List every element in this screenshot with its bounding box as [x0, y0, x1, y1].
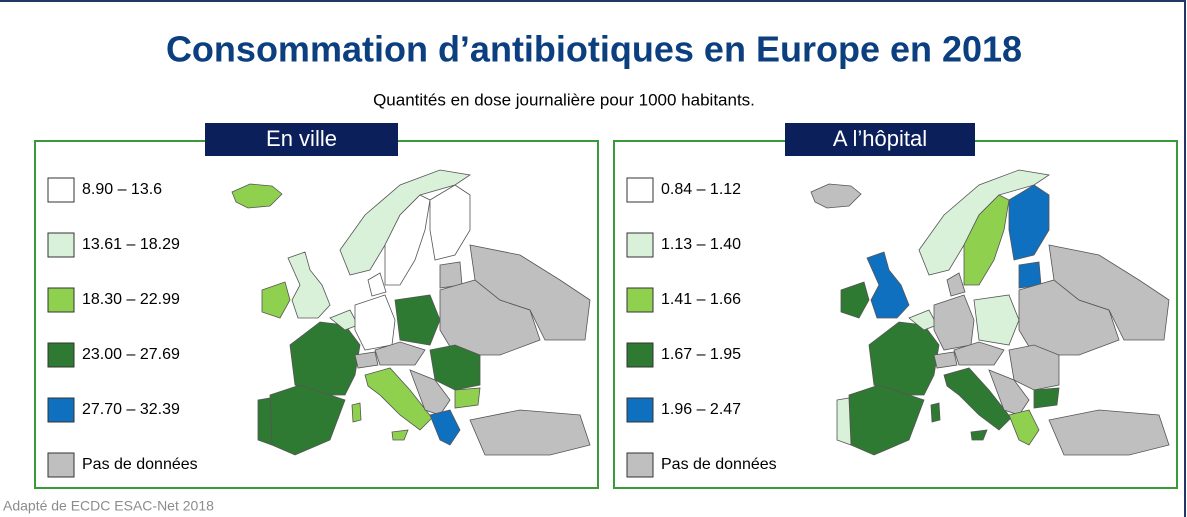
legend-label: 1.13 – 1.40 [661, 236, 741, 253]
country [287, 251, 331, 319]
country [469, 244, 591, 341]
country [269, 384, 346, 456]
country [988, 369, 1030, 416]
legend-swatch [47, 342, 75, 368]
country [394, 294, 441, 346]
country [367, 272, 387, 297]
country [953, 341, 1005, 366]
legend-label: 27.70 – 32.39 [82, 401, 180, 418]
country [257, 397, 273, 446]
legend-swatch [47, 287, 75, 313]
country [866, 251, 910, 319]
country [930, 402, 941, 423]
country [840, 281, 870, 319]
country [354, 351, 379, 369]
subtitle: Quantités en dose journalière pour 1000 … [373, 90, 755, 109]
legend-label: 18.30 – 22.99 [82, 291, 180, 308]
legend-swatch [626, 232, 654, 258]
country [946, 272, 966, 297]
country [469, 409, 591, 456]
country [354, 294, 396, 351]
country [429, 184, 471, 261]
country [1008, 409, 1040, 446]
legend-label: 23.00 – 27.69 [82, 346, 180, 363]
legend-swatch [626, 342, 654, 368]
country [1033, 387, 1060, 409]
legend-swatch [47, 232, 75, 258]
legend-swatch [626, 397, 654, 423]
country [339, 169, 472, 276]
source: Adapté de ECDC ESAC-Net 2018 [3, 498, 214, 514]
country [351, 402, 362, 423]
legend-label: 1.41 – 1.66 [661, 291, 741, 308]
legend-swatch [626, 177, 654, 203]
legend-label: 13.61 – 18.29 [82, 236, 180, 253]
country [364, 367, 433, 431]
country [933, 294, 975, 351]
country [454, 387, 481, 409]
country [836, 397, 852, 446]
panel-title-box [205, 123, 398, 156]
country [289, 321, 361, 396]
country [384, 194, 431, 286]
legend-swatch [626, 452, 654, 478]
legend-label: 8.90 – 13.6 [82, 181, 162, 198]
panel-title: En ville [266, 126, 337, 151]
legend-label: Pas de données [82, 456, 198, 473]
legend-label: 1.96 – 2.47 [661, 401, 741, 418]
country [1048, 409, 1170, 456]
country [973, 294, 1020, 346]
legend-swatch [47, 397, 75, 423]
legend-label: 0.84 – 1.12 [661, 181, 741, 198]
country [261, 281, 291, 319]
legend-label: Pas de données [661, 456, 777, 473]
map [231, 169, 591, 456]
country [374, 341, 426, 366]
country [970, 429, 988, 441]
country [391, 429, 409, 441]
country [231, 183, 283, 209]
country [943, 367, 1012, 431]
country [963, 194, 1010, 286]
panel-title-box [785, 123, 975, 156]
panel-title: A l’hôpital [833, 126, 927, 151]
country [1018, 261, 1042, 289]
country [918, 169, 1051, 276]
country [933, 351, 958, 369]
country [1008, 184, 1050, 261]
country [429, 409, 461, 446]
country [868, 321, 940, 396]
country [810, 183, 862, 209]
title: Consommation d’antibiotiques en Europe e… [166, 29, 1022, 70]
legend-swatch [47, 177, 75, 203]
country [439, 261, 463, 289]
country [848, 384, 925, 456]
legend-label: 1.67 – 1.95 [661, 346, 741, 363]
country [1048, 244, 1170, 341]
legend-swatch [47, 452, 75, 478]
country [409, 369, 451, 416]
legend-swatch [626, 287, 654, 313]
map [810, 169, 1170, 456]
